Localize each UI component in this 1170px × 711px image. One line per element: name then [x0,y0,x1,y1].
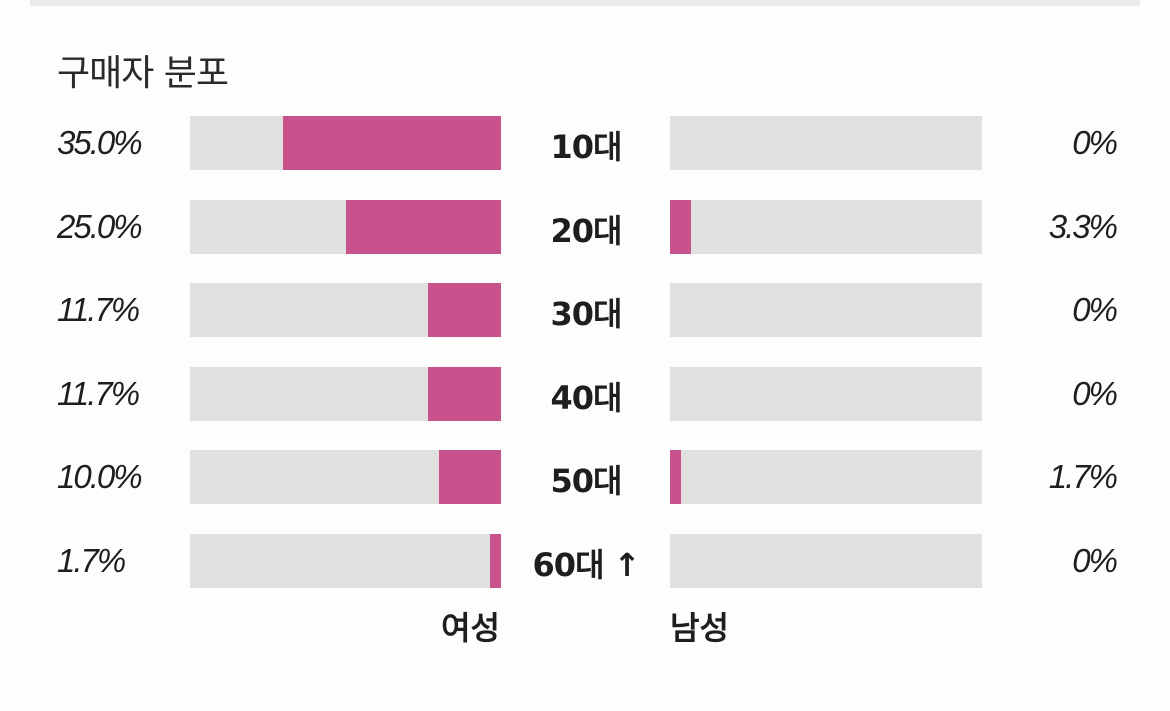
female-bar-track [190,534,501,588]
age-category-label: 40대 [550,378,623,417]
age-category-label: 60대 ↑ [532,546,641,584]
male-value-label: 1.7% [1048,458,1118,496]
female-bar-track [190,450,501,505]
male-bar [670,450,681,505]
male-bar-track [670,366,982,421]
female-bar-track [190,199,501,254]
chart-row: 11.7% 40대 0% [0,366,1170,421]
female-bar [428,366,501,421]
age-category-label: 30대 [550,295,623,334]
male-value-label: 3.3% [1048,207,1118,245]
chart-row: 35.0% 10대 0% [0,116,1170,170]
male-bar [670,199,691,254]
legend-female: 여성 [441,609,500,647]
age-category-label: 10대 [550,128,623,166]
male-value-label: 0% [1072,374,1118,412]
male-value-label: 0% [1072,542,1118,579]
female-bar [345,199,501,254]
female-bar-track [190,116,501,170]
female-value-label: 1.7% [57,542,126,579]
age-category-label: 20대 [550,211,623,250]
female-bar [490,534,501,588]
chart-title: 구매자 분포 [57,53,229,94]
male-value-label: 0% [1072,124,1118,161]
legend-male: 남성 [670,609,729,647]
female-value-label: 10.0% [57,458,143,496]
chart-row: 10.0% 50대 1.7% [0,450,1170,505]
male-bar-track [670,199,982,254]
male-value-label: 0% [1072,291,1118,329]
male-bar-track [670,116,982,170]
female-value-label: 11.7% [57,291,140,329]
chart-row: 1.7% 60대 ↑ 0% [0,534,1170,588]
age-category-label: 50대 [550,462,623,501]
male-bar-track [670,283,982,338]
female-value-label: 11.7% [57,374,140,412]
chart-row: 25.0% 20대 3.3% [0,199,1170,254]
female-bar [428,283,501,338]
male-bar-track [670,450,982,505]
female-value-label: 25.0% [57,207,143,245]
chart-row: 11.7% 30대 0% [0,283,1170,338]
female-bar [438,450,501,505]
female-value-label: 35.0% [57,124,143,161]
top-divider [30,0,1140,6]
male-bar-track [670,534,982,588]
female-bar [283,116,501,170]
female-bar-track [190,366,501,421]
female-bar-track [190,283,501,338]
